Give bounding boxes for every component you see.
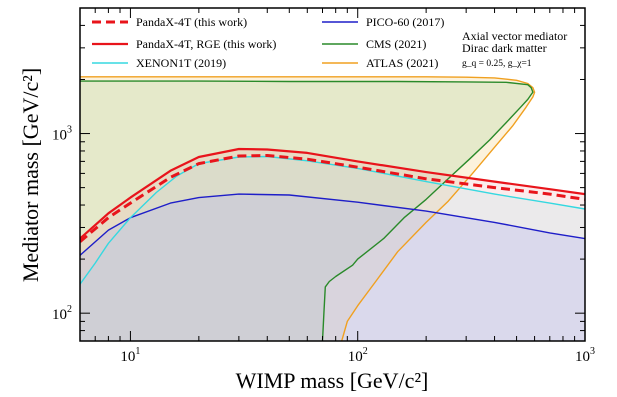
annotation-line-1: Axial vector mediator <box>462 29 567 43</box>
legend-label-pico-60-2017: PICO-60 (2017) <box>366 15 444 29</box>
xenon1t-excluded-fill <box>80 156 585 341</box>
annotation-line-2: Dirac dark matter <box>462 41 547 55</box>
series-line-pico-60-2017 <box>80 193 585 256</box>
legend-label-pandax-4t-rge-this-work: PandaX-4T, RGE (this work) <box>136 37 276 51</box>
axis-tick-labels: 101 102 103 102 103 <box>52 125 595 365</box>
x-tick-label: 103 <box>575 346 595 365</box>
legend: PandaX-4T (this work) PandaX-4T, RGE (thi… <box>92 15 444 70</box>
x-tick-label: 101 <box>120 346 140 365</box>
pico60-excluded-fill <box>80 194 585 341</box>
series-line-cms-2021 <box>80 80 534 341</box>
annotation-line-3: g_q = 0.25, g_χ=1 <box>462 59 532 69</box>
x-axis-label: WIMP mass [GeV/c²] <box>236 368 429 393</box>
annotation: Axial vector mediator Dirac dark matter … <box>462 29 567 69</box>
legend-label-cms-2021: CMS (2021) <box>366 37 426 51</box>
y-tick-label: 102 <box>52 304 72 323</box>
atlas-excluded-fill <box>80 76 535 341</box>
legend-label-xenon1t-2019: XENON1T (2019) <box>136 56 226 70</box>
x-tick-label: 102 <box>348 346 368 365</box>
plot-frame <box>79 7 586 342</box>
y-axis-label: Mediator mass [GeV/c²] <box>18 68 43 282</box>
series-line-pandax-4t-this-work <box>80 154 585 243</box>
cms-excluded-fill <box>80 81 533 341</box>
legend-label-pandax-4t-this-work: PandaX-4T (this work) <box>136 15 247 29</box>
axis-ticks <box>79 7 586 342</box>
legend-label-atlas-2021: ATLAS (2021) <box>366 56 438 70</box>
series-lines <box>80 76 585 341</box>
series-line-pandax-4t-rge-this-work <box>80 147 585 240</box>
series-line-atlas-2021 <box>80 76 536 341</box>
y-tick-label: 103 <box>52 125 72 144</box>
